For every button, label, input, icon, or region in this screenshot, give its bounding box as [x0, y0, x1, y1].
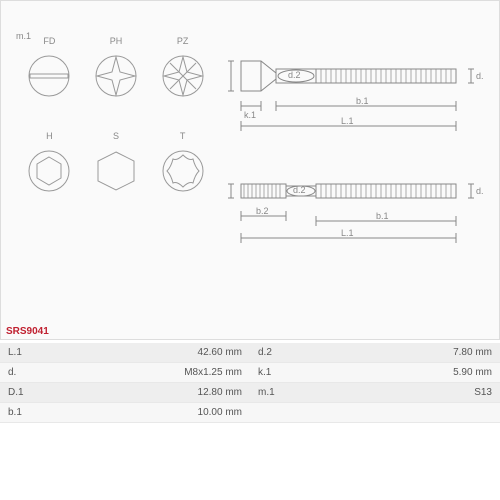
table-row: b.1 10.00 mm — [0, 403, 500, 423]
spec-label — [250, 403, 310, 423]
table-row: d. M8x1.25 mm k.1 5.90 mm — [0, 363, 500, 383]
screw-svg: D.1 d.2 d. b.1 k.1 L.1 — [226, 51, 486, 311]
table-row: D.1 12.80 mm m.1 S13 — [0, 383, 500, 403]
spec-value: 12.80 mm — [60, 383, 250, 403]
dim-k1: k.1 — [244, 110, 256, 120]
hex-icon — [94, 149, 138, 193]
spec-table: L.1 42.60 mm d.2 7.80 mm d. M8x1.25 mm k… — [0, 343, 500, 423]
technical-diagram: m.1 FD PH PZ H S — [0, 0, 500, 340]
dim-d-top: d. — [476, 71, 484, 81]
dim-b1-bot: b.1 — [376, 211, 389, 221]
spec-label: b.1 — [0, 403, 60, 423]
dim-L1-bot: L.1 — [341, 228, 354, 238]
spec-label: k.1 — [250, 363, 310, 383]
drive-label-t: T — [153, 131, 213, 141]
spec-label: D.1 — [0, 383, 60, 403]
spec-value: 7.80 mm — [310, 343, 500, 363]
dim-b2: b.2 — [256, 206, 269, 216]
table-row: L.1 42.60 mm d.2 7.80 mm — [0, 343, 500, 363]
phillips-icon — [94, 54, 138, 98]
drive-label-s: S — [86, 131, 146, 141]
spec-label: L.1 — [0, 343, 60, 363]
pozi-icon — [161, 54, 205, 98]
slot-icon — [27, 54, 71, 98]
dim-L1-top: L.1 — [341, 116, 354, 126]
sku-label: SRS9041 — [6, 326, 49, 337]
spec-value: 5.90 mm — [310, 363, 500, 383]
drive-label-ph: PH — [86, 36, 146, 46]
spec-label: m.1 — [250, 383, 310, 403]
hex-socket-icon — [27, 149, 71, 193]
drive-label-fd: FD — [19, 36, 79, 46]
dim-b1-top: b.1 — [356, 96, 369, 106]
spec-value: 10.00 mm — [60, 403, 250, 423]
torx-icon — [161, 149, 205, 193]
drive-label-h: H — [19, 131, 79, 141]
screw-diagrams: D.1 d.2 d. b.1 k.1 L.1 — [226, 51, 486, 314]
spec-label: d.2 — [250, 343, 310, 363]
spec-label: d. — [0, 363, 60, 383]
spec-value: S13 — [310, 383, 500, 403]
dim-d2-bot: d.2 — [293, 185, 306, 195]
spec-value: 42.60 mm — [60, 343, 250, 363]
drive-types-grid: FD PH PZ H S T — [16, 36, 216, 211]
spec-value — [310, 403, 500, 423]
dim-d-bot: d. — [476, 186, 484, 196]
dim-d2-top: d.2 — [288, 70, 301, 80]
spec-value: M8x1.25 mm — [60, 363, 250, 383]
drive-label-pz: PZ — [153, 36, 213, 46]
